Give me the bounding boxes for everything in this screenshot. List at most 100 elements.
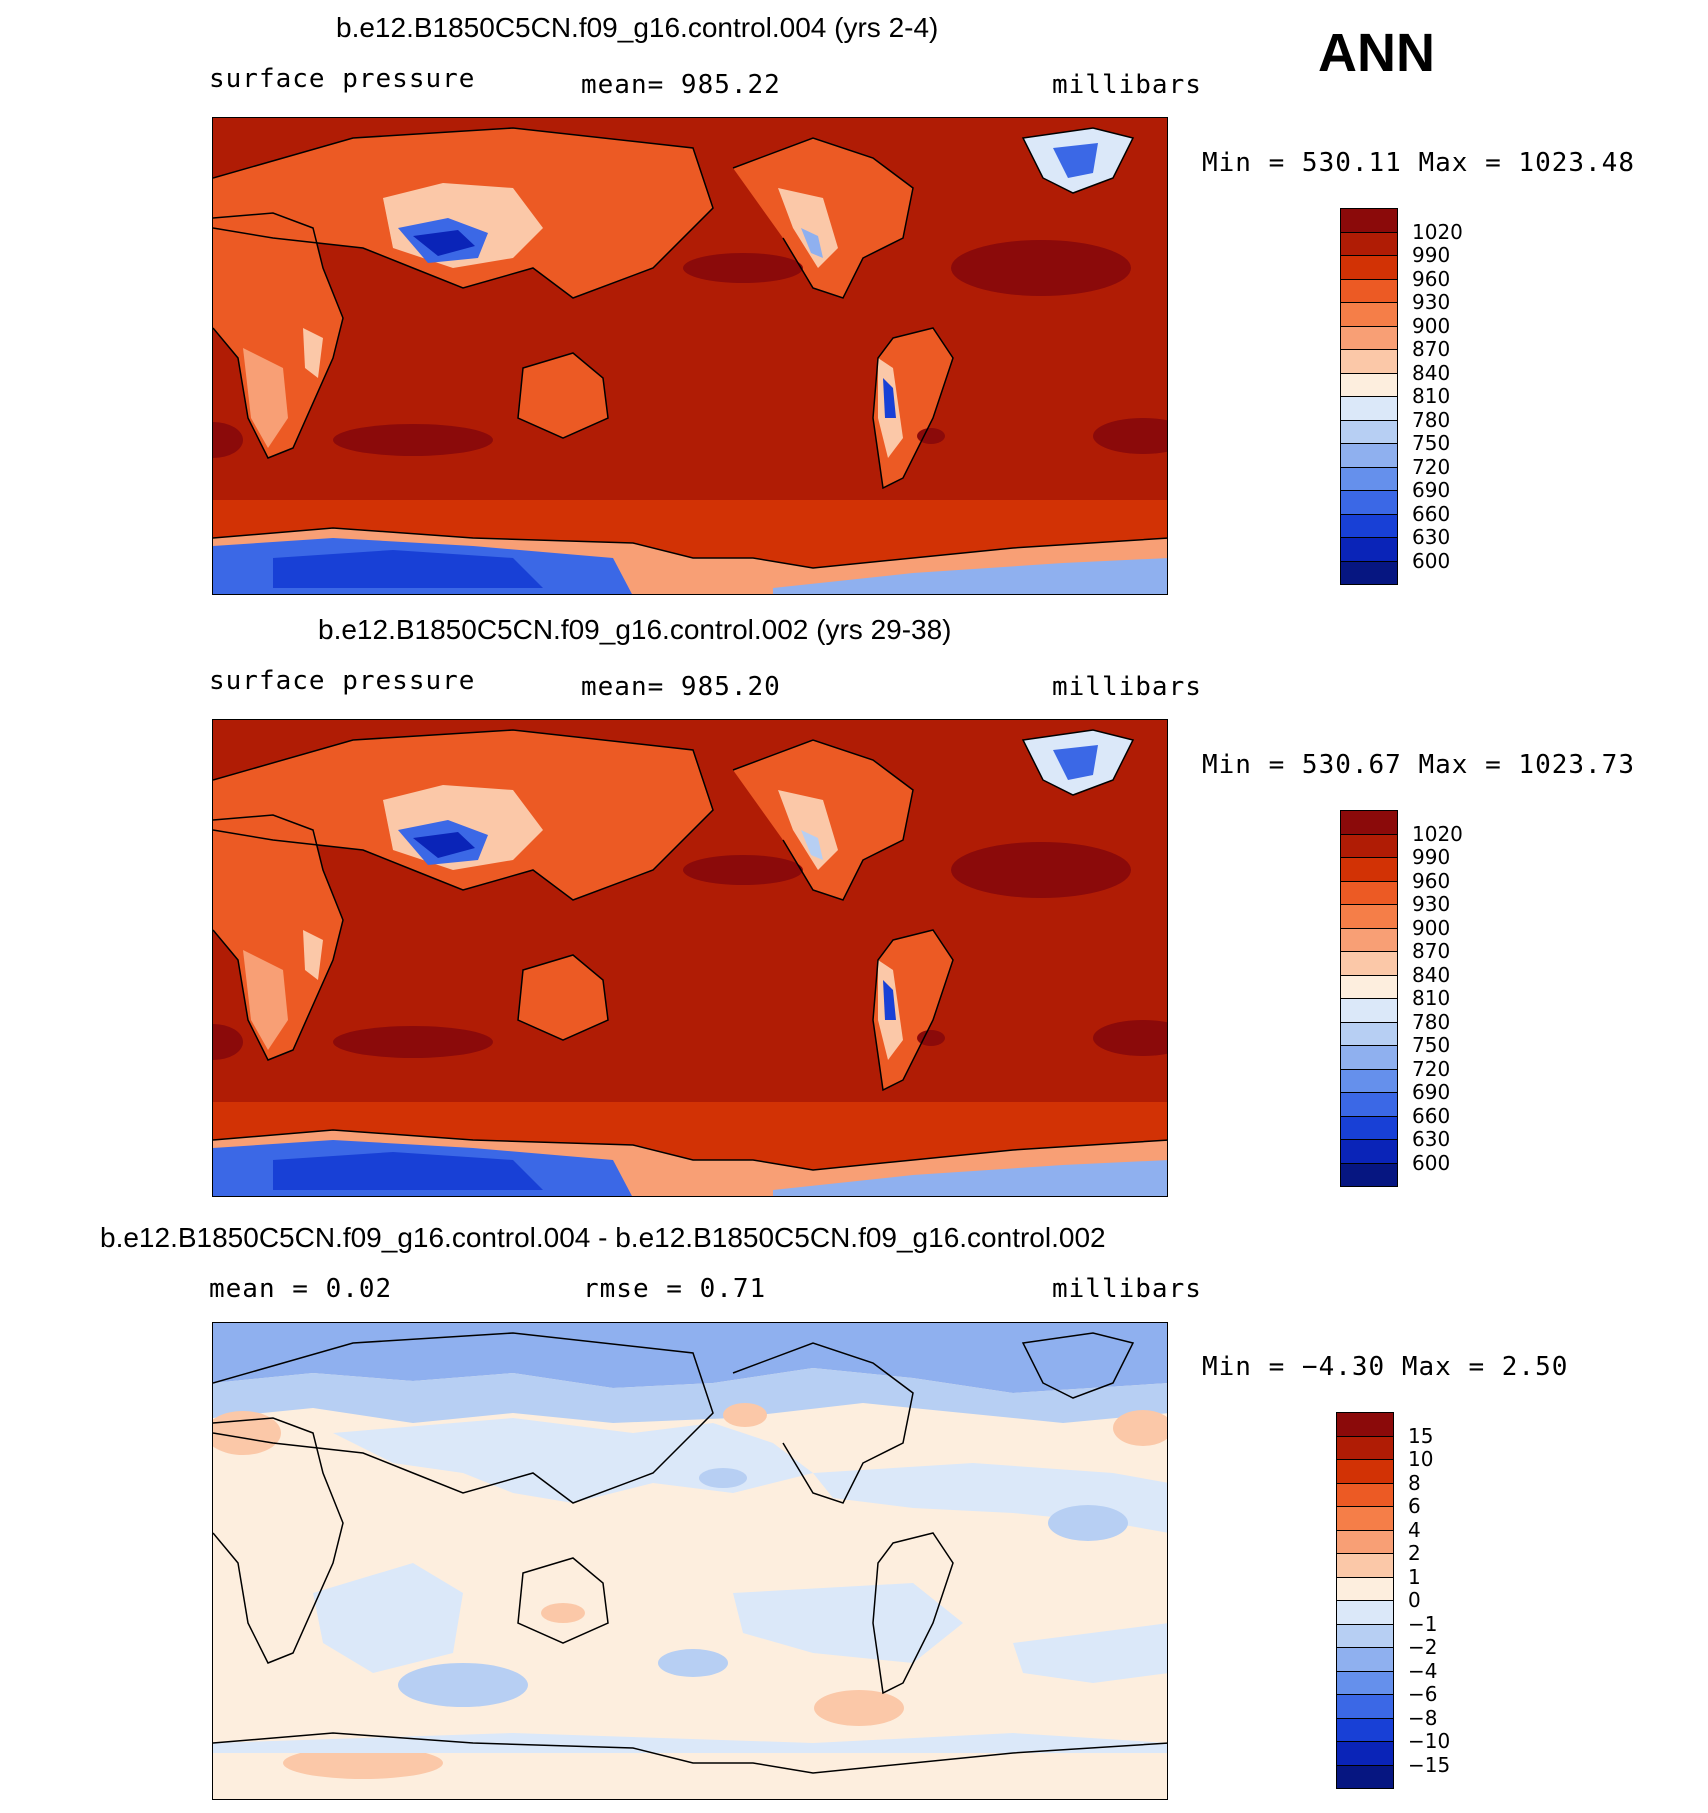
colorbar-label: 690 [1412, 480, 1450, 500]
panel-3-units-label: millibars [1052, 1274, 1202, 1304]
colorbar-swatch [1340, 232, 1398, 257]
colorbar-swatch [1340, 975, 1398, 1000]
panel-2-title: b.e12.B1850C5CN.f09_g16.control.002 (yrs… [318, 614, 952, 646]
colorbar-swatch [1340, 279, 1398, 304]
panel-1-variable-label: surface pressure [209, 64, 475, 94]
panel-2-units-label: millibars [1052, 672, 1202, 702]
panel-2-mean-label: mean= 985.20 [581, 672, 781, 702]
panel-2-colorbar: 1020 990 960 930 900 870 840 810 780 750 720 690 660… [1340, 810, 1398, 1186]
colorbar-label: 870 [1412, 941, 1450, 961]
colorbar-swatch [1340, 1163, 1398, 1188]
colorbar-swatch [1340, 881, 1398, 906]
colorbar-label: 750 [1412, 1035, 1450, 1055]
colorbar-swatch [1340, 326, 1398, 351]
colorbar-label: 690 [1412, 1082, 1450, 1102]
panel-2-map [212, 719, 1168, 1197]
colorbar-label: 810 [1412, 386, 1450, 406]
colorbar-label: 1 [1408, 1567, 1421, 1587]
colorbar-label: −15 [1408, 1755, 1450, 1775]
colorbar-swatch [1340, 490, 1398, 515]
colorbar-label: 630 [1412, 1129, 1450, 1149]
colorbar-label: 990 [1412, 245, 1450, 265]
colorbar-swatch [1340, 857, 1398, 882]
colorbar-swatch [1340, 1069, 1398, 1094]
panel-2-variable-label: surface pressure [209, 666, 475, 696]
colorbar-label: 1020 [1412, 824, 1463, 844]
colorbar-label: 630 [1412, 527, 1450, 547]
colorbar-swatch [1336, 1765, 1394, 1790]
colorbar-label: 720 [1412, 1059, 1450, 1079]
colorbar-swatch [1336, 1718, 1394, 1743]
colorbar-label: 810 [1412, 988, 1450, 1008]
colorbar-label: 8 [1408, 1473, 1421, 1493]
colorbar-label: 600 [1412, 551, 1450, 571]
colorbar-swatch [1336, 1506, 1394, 1531]
panel-1-colorbar: 1020 990 960 930 900 870 840 810 780 750 720 690 660… [1340, 208, 1398, 584]
colorbar-swatch [1340, 208, 1398, 233]
colorbar-swatch [1336, 1671, 1394, 1696]
colorbar-label: 780 [1412, 410, 1450, 430]
colorbar-label: 960 [1412, 269, 1450, 289]
colorbar-label: 900 [1412, 918, 1450, 938]
panel-1-units-label: millibars [1052, 70, 1202, 100]
colorbar-swatch [1340, 1092, 1398, 1117]
colorbar-label: 10 [1408, 1449, 1433, 1469]
panel-3-colorbar: 15 10 8 6 4 2 1 0 −1 −2 −4 −6 −8 −10 −15 [1336, 1412, 1394, 1788]
colorbar-label: 930 [1412, 894, 1450, 914]
panel-3-rmse-label: rmse = 0.71 [583, 1274, 766, 1304]
colorbar-swatch [1340, 561, 1398, 586]
colorbar-swatch [1336, 1530, 1394, 1555]
colorbar-label: 840 [1412, 965, 1450, 985]
colorbar-label: −6 [1408, 1684, 1437, 1704]
colorbar-label: 750 [1412, 433, 1450, 453]
colorbar-label: 960 [1412, 871, 1450, 891]
colorbar-swatch [1340, 302, 1398, 327]
colorbar-swatch [1340, 1045, 1398, 1070]
colorbar-swatch [1340, 255, 1398, 280]
colorbar-swatch [1336, 1647, 1394, 1672]
colorbar-swatch [1340, 928, 1398, 953]
colorbar-swatch [1340, 467, 1398, 492]
panel-3-mean-label: mean = 0.02 [209, 1274, 392, 1304]
panel-1-title: b.e12.B1850C5CN.f09_g16.control.004 (yrs… [336, 12, 938, 44]
colorbar-label: 990 [1412, 847, 1450, 867]
colorbar-swatch [1340, 834, 1398, 859]
colorbar-label: 720 [1412, 457, 1450, 477]
colorbar-swatch [1340, 396, 1398, 421]
colorbar-swatch [1336, 1436, 1394, 1461]
colorbar-swatch [1336, 1694, 1394, 1719]
season-label: ANN [1318, 22, 1435, 84]
colorbar-swatch [1336, 1553, 1394, 1578]
panel-2-minmax-label: Min = 530.67 Max = 1023.73 [1202, 750, 1635, 780]
colorbar-swatch [1336, 1412, 1394, 1437]
colorbar-label: 600 [1412, 1153, 1450, 1173]
colorbar-label: 660 [1412, 1106, 1450, 1126]
colorbar-swatch [1336, 1600, 1394, 1625]
colorbar-label: 930 [1412, 292, 1450, 312]
colorbar-swatch [1340, 1116, 1398, 1141]
colorbar-label: 15 [1408, 1426, 1433, 1446]
colorbar-swatch [1340, 810, 1398, 835]
colorbar-swatch [1336, 1577, 1394, 1602]
panel-3-title: b.e12.B1850C5CN.f09_g16.control.004 - b.… [100, 1222, 1106, 1254]
colorbar-label: 2 [1408, 1543, 1421, 1563]
colorbar-label: −4 [1408, 1661, 1437, 1681]
colorbar-swatch [1340, 1139, 1398, 1164]
colorbar-swatch [1340, 537, 1398, 562]
colorbar-swatch [1340, 514, 1398, 539]
colorbar-label: −1 [1408, 1614, 1437, 1634]
colorbar-swatch [1340, 998, 1398, 1023]
colorbar-swatch [1336, 1483, 1394, 1508]
colorbar-swatch [1336, 1741, 1394, 1766]
panel-1-minmax-label: Min = 530.11 Max = 1023.48 [1202, 148, 1635, 178]
colorbar-label: 780 [1412, 1012, 1450, 1032]
colorbar-label: 840 [1412, 363, 1450, 383]
colorbar-swatch [1340, 904, 1398, 929]
panel-1-mean-label: mean= 985.22 [581, 70, 781, 100]
colorbar-label: 900 [1412, 316, 1450, 336]
colorbar-swatch [1340, 420, 1398, 445]
colorbar-label: 660 [1412, 504, 1450, 524]
colorbar-label: 4 [1408, 1520, 1421, 1540]
colorbar-swatch [1340, 1022, 1398, 1047]
colorbar-label: −10 [1408, 1731, 1450, 1751]
